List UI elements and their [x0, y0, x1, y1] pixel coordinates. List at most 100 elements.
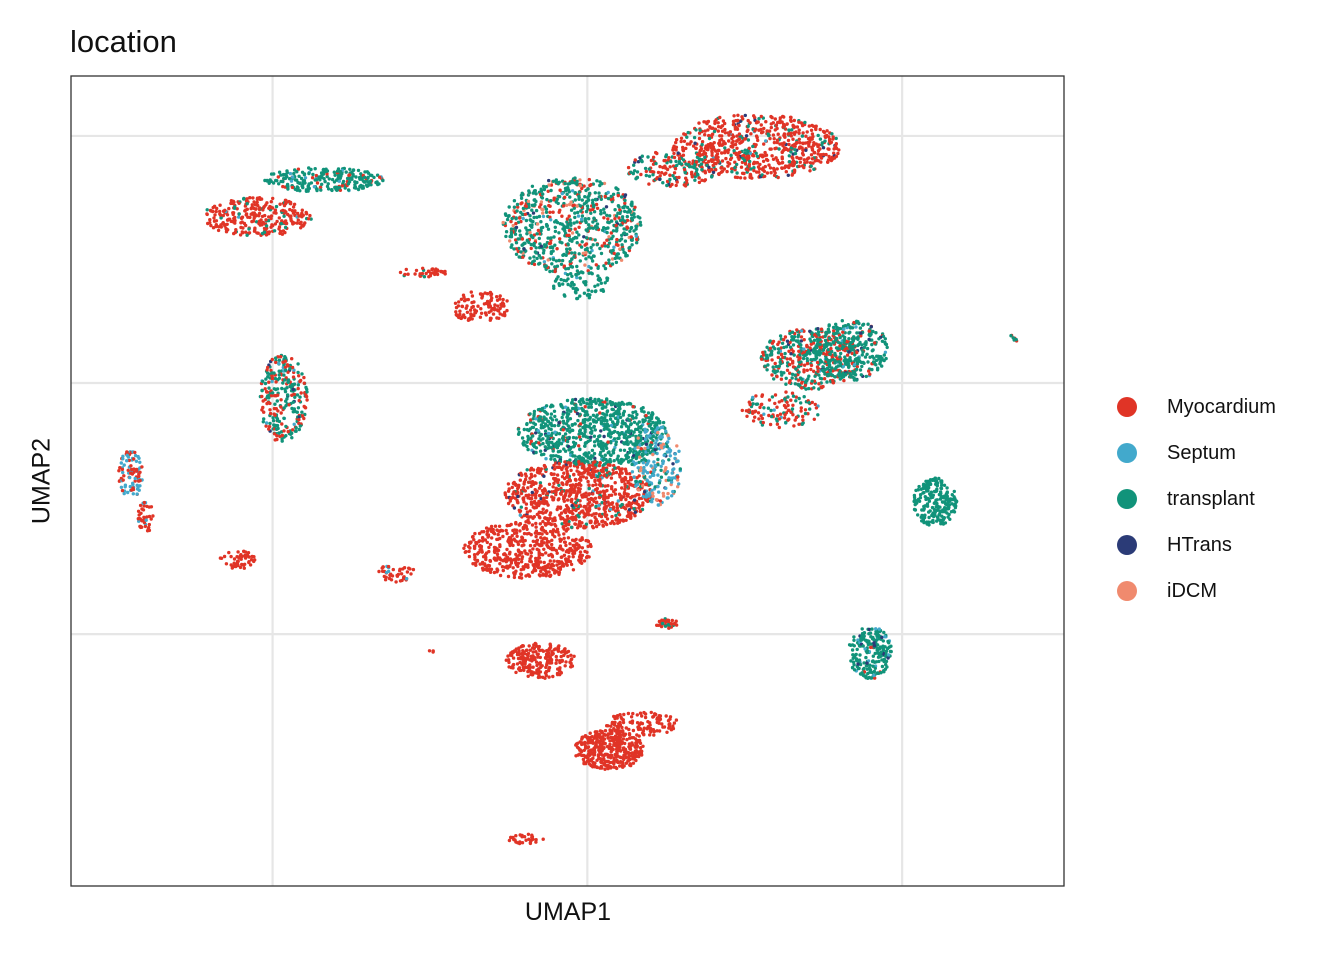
scatter-point [618, 223, 623, 227]
scatter-point [805, 157, 810, 161]
scatter-point [635, 170, 640, 174]
scatter-point [737, 123, 741, 128]
scatter-point [541, 441, 545, 446]
scatter-point [531, 260, 535, 264]
scatter-point [470, 294, 475, 298]
scatter-point [534, 446, 539, 450]
scatter-point [560, 191, 564, 196]
scatter-point [243, 209, 247, 213]
scatter-point [280, 232, 285, 236]
scatter-point [693, 141, 697, 145]
scatter-point [585, 199, 589, 203]
scatter-point [622, 492, 627, 496]
scatter-point [265, 179, 270, 183]
scatter-point [521, 206, 526, 211]
scatter-point [829, 346, 833, 351]
scatter-point [548, 215, 552, 219]
scatter-point [585, 293, 590, 297]
scatter-point [816, 149, 821, 153]
scatter-point [740, 160, 745, 165]
scatter-point [791, 359, 795, 363]
scatter-point [827, 365, 831, 369]
scatter-point [838, 355, 842, 359]
scatter-point [626, 417, 630, 421]
scatter-point [296, 211, 300, 216]
scatter-point [580, 217, 584, 221]
scatter-point [570, 274, 574, 278]
scatter-point [464, 298, 468, 302]
scatter-point [550, 262, 554, 266]
scatter-point [723, 127, 727, 132]
scatter-point [808, 140, 812, 144]
scatter-point [774, 364, 779, 369]
scatter-point [506, 482, 511, 486]
scatter-point [577, 225, 581, 229]
scatter-point [317, 175, 321, 179]
scatter-point [751, 395, 755, 400]
scatter-point [584, 209, 589, 214]
scatter-point [350, 170, 354, 174]
scatter-point [273, 208, 278, 212]
scatter-point [291, 175, 295, 179]
scatter-point [797, 396, 801, 401]
scatter-point [610, 487, 614, 491]
scatter-point [304, 385, 308, 390]
scatter-point [622, 227, 626, 231]
scatter-point [299, 391, 303, 395]
scatter-point [575, 411, 580, 416]
scatter-point [563, 432, 568, 436]
scatter-point [635, 442, 639, 447]
scatter-point [543, 488, 547, 493]
scatter-point [650, 411, 654, 415]
scatter-point [578, 276, 582, 280]
scatter-point [697, 157, 702, 161]
scatter-point [559, 262, 564, 266]
scatter-point [295, 410, 299, 414]
scatter-point [553, 265, 557, 269]
scatter-point [551, 257, 556, 262]
scatter-point [539, 438, 543, 442]
scatter-point [772, 173, 777, 178]
scatter-point [206, 221, 210, 226]
scatter-point [778, 334, 783, 338]
scatter-point [274, 211, 278, 215]
scatter-point [584, 251, 588, 255]
scatter-point [613, 402, 618, 406]
scatter-point [847, 365, 851, 369]
scatter-point [794, 367, 798, 371]
scatter-point [797, 131, 801, 135]
scatter-point [787, 380, 792, 385]
scatter-point [820, 368, 825, 372]
scatter-point [575, 275, 579, 280]
scatter-point [426, 269, 431, 273]
scatter-point [758, 162, 762, 167]
scatter-point [457, 315, 461, 320]
scatter-point [573, 215, 577, 220]
scatter-point [663, 158, 667, 163]
scatter-point [771, 345, 775, 349]
scatter-point [225, 213, 230, 217]
scatter-point [867, 369, 871, 373]
scatter-point [565, 192, 569, 196]
scatter-point [488, 291, 493, 295]
scatter-point [597, 417, 601, 421]
scatter-point [579, 209, 583, 213]
scatter-point [302, 404, 306, 409]
scatter-point [374, 180, 378, 185]
scatter-point [266, 371, 270, 375]
scatter-point [571, 428, 575, 433]
scatter-point [603, 400, 607, 404]
scatter-point [765, 345, 769, 349]
scatter-point [602, 211, 607, 215]
scatter-point [740, 408, 744, 413]
scatter-point [591, 226, 595, 230]
scatter-point [543, 429, 548, 433]
scatter-point [616, 458, 620, 462]
scatter-point [712, 147, 716, 151]
scatter-point [616, 420, 620, 424]
scatter-point [601, 444, 605, 448]
scatter-point [270, 357, 274, 362]
scatter-point [557, 432, 562, 436]
scatter-point [296, 386, 300, 391]
scatter-point [599, 281, 603, 285]
